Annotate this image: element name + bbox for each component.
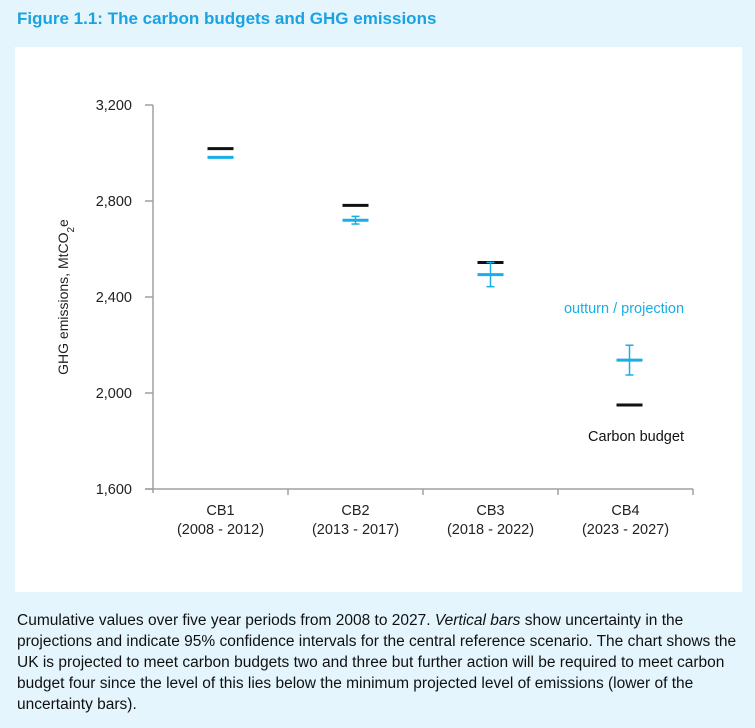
x-tick-period-label: (2008 - 2012) [177,522,264,538]
x-tick-label: CB3 [476,503,504,519]
caption-text-1: Cumulative values over five year periods… [17,612,435,629]
figure-title: Figure 1.1: The carbon budgets and GHG e… [17,9,437,28]
x-tick-label: CB4 [611,503,639,519]
chart: 1,600 2,000 2,400 2,800 3,200 CB1 (2008 - 2012… [55,98,694,538]
y-tick-label: 2,400 [96,290,132,306]
projection-legend-label: outturn / projection [564,301,684,317]
x-tick-period-label: (2023 - 2027) [582,522,669,538]
x-tick-label: CB1 [206,503,234,519]
x-tick-period-label: (2013 - 2017) [312,522,399,538]
y-tick-label: 1,600 [96,482,132,498]
chart-panel [15,47,742,592]
caption-text-2: show uncertainty in the projections and … [17,612,737,713]
figure-caption: Cumulative values over five year periods… [17,610,742,715]
y-tick-label: 2,800 [96,194,132,210]
budget-legend-label: Carbon budget [588,429,684,445]
y-axis-label: GHG emissions, MtCO2e [55,219,77,375]
caption-italic: Vertical bars [434,612,521,629]
x-tick-period-label: (2018 - 2022) [447,522,534,538]
y-tick-label: 3,200 [96,98,132,114]
x-tick-label: CB2 [341,503,369,519]
y-tick-label: 2,000 [96,386,132,402]
